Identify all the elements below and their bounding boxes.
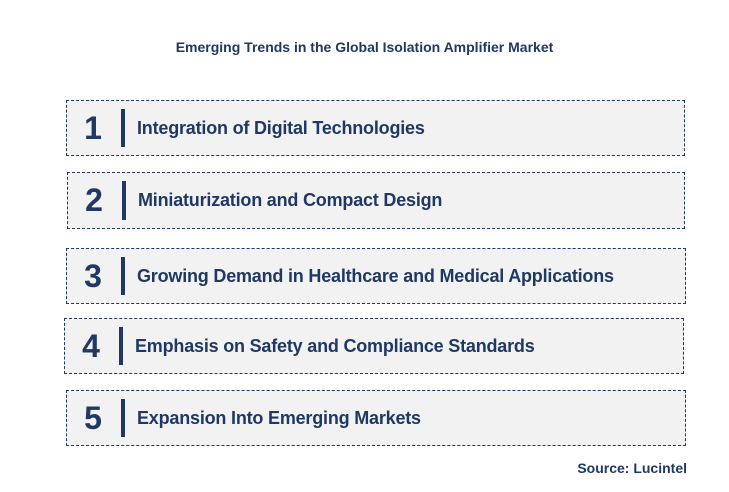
trend-divider-5 [121, 399, 125, 437]
diagram-title: Emerging Trends in the Global Isolation … [175, 39, 554, 55]
trend-box-2: 2 Miniaturization and Compact Design [67, 172, 685, 229]
source-credit: Source: Lucintel [577, 460, 687, 476]
trend-number-2: 2 [85, 182, 103, 218]
trend-label-4: Emphasis on Safety and Compliance Standa… [135, 335, 535, 356]
trend-number-3: 3 [84, 257, 102, 294]
trend-divider-1 [121, 109, 125, 147]
trend-box-3: 3 Growing Demand in Healthcare and Medic… [66, 248, 686, 304]
trend-label-5: Expansion Into Emerging Markets [137, 407, 421, 428]
trend-number-4: 4 [82, 327, 100, 364]
trend-divider-4 [119, 327, 123, 365]
trend-number-5: 5 [84, 399, 102, 436]
trend-label-3: Growing Demand in Healthcare and Medical… [137, 265, 614, 286]
trend-box-5: 5 Expansion Into Emerging Markets [66, 390, 686, 446]
trend-label-1: Integration of Digital Technologies [137, 117, 425, 138]
trend-divider-3 [121, 257, 125, 295]
trend-box-4: 4 Emphasis on Safety and Compliance Stan… [64, 318, 684, 374]
trend-label-2: Miniaturization and Compact Design [138, 190, 443, 210]
trend-number-1: 1 [84, 109, 102, 146]
trend-divider-2 [122, 181, 126, 220]
trend-box-1: 1 Integration of Digital Technologies [66, 100, 685, 156]
